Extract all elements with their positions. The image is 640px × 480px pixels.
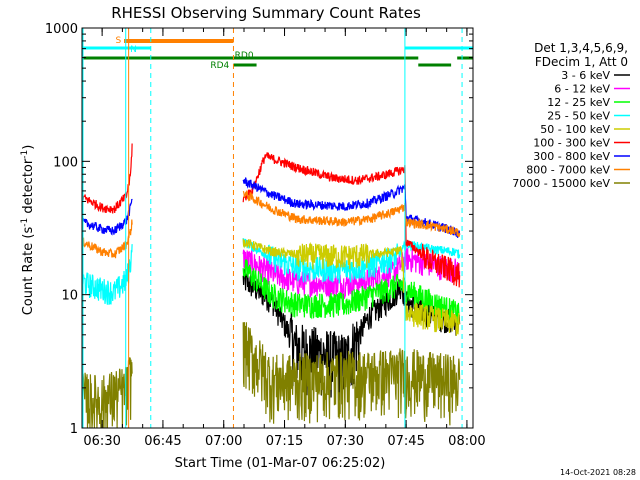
y-tick-label: 10 xyxy=(61,289,78,304)
legend-label: 3 - 6 keV xyxy=(561,69,610,82)
y-axis-label: Count Rate (s-1 detector-1) xyxy=(20,145,36,316)
x-axis: 06:30 06:45 07:00 07:15 07:30 07:45 08:00 xyxy=(83,28,486,449)
x-tick-label: 06:45 xyxy=(144,434,181,449)
series-line-2-0 xyxy=(242,259,461,325)
series-line-8-0 xyxy=(82,356,133,428)
x-tick-label: 08:00 xyxy=(448,434,485,449)
x-tick-label: 07:30 xyxy=(327,434,364,449)
flag-label-n: N xyxy=(130,45,137,55)
series-line-5-0 xyxy=(82,143,133,214)
plot-frame xyxy=(81,27,474,429)
series-line-3-0 xyxy=(82,244,133,305)
legend: Det 1,3,4,5,6,9, FDecim 1, Att 0 3 - 6 k… xyxy=(512,41,630,190)
x-axis-label: Start Time (01-Mar-07 06:25:02) xyxy=(175,456,386,471)
flag-label-rd0: RD0 xyxy=(235,51,254,61)
series-layer xyxy=(82,143,461,428)
timestamp: 14-Oct-2021 08:28 xyxy=(560,468,636,477)
series-line-5-1 xyxy=(242,152,461,288)
series-line-4-0 xyxy=(242,238,461,336)
y-tick-label: 1 xyxy=(70,422,78,437)
legend-label: 7000 - 15000 keV xyxy=(512,177,610,190)
legend-header-1: Det 1,3,4,5,6,9, xyxy=(534,41,628,55)
legend-label: 300 - 800 keV xyxy=(533,150,610,163)
y-axis: 1 10 100 1000 xyxy=(45,22,473,437)
flag-bars-layer: SN RD0 RD4 xyxy=(82,36,473,71)
x-tick-label: 07:00 xyxy=(205,434,242,449)
flag-label-s: S xyxy=(116,36,122,46)
legend-label: 800 - 7000 keV xyxy=(526,164,610,177)
y-tick-label: 1000 xyxy=(45,22,78,37)
event-lines-layer xyxy=(82,28,463,428)
series-line-7-0 xyxy=(82,219,133,259)
series-line-8-1 xyxy=(242,322,461,426)
y-tick-label: 100 xyxy=(53,155,78,170)
x-tick-label: 06:30 xyxy=(83,434,120,449)
legend-label: 25 - 50 keV xyxy=(547,110,610,123)
legend-label: 50 - 100 keV xyxy=(540,123,610,136)
chart-title: RHESSI Observing Summary Count Rates xyxy=(111,4,421,22)
x-tick-label: 07:45 xyxy=(387,434,424,449)
legend-label: 100 - 300 keV xyxy=(533,137,610,150)
x-tick-label: 07:15 xyxy=(266,434,303,449)
series-line-6-0 xyxy=(82,198,133,236)
legend-header-2: FDecim 1, Att 0 xyxy=(535,55,628,69)
legend-label: 6 - 12 keV xyxy=(554,83,610,96)
flag-label-rd4: RD4 xyxy=(210,61,229,71)
legend-label: 12 - 25 keV xyxy=(547,96,610,109)
series-line-7-1 xyxy=(242,190,461,238)
